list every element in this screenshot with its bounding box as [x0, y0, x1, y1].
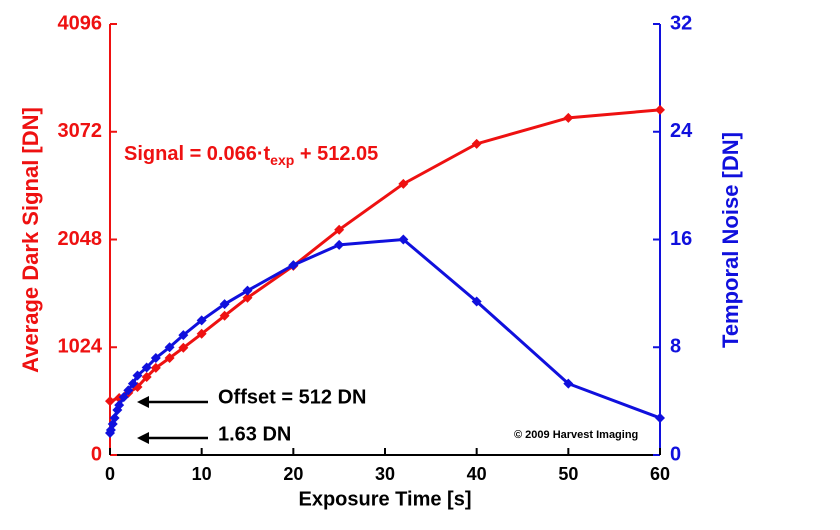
marker [127, 378, 138, 389]
x-tick-label: 60 [650, 464, 670, 484]
marker [164, 352, 175, 363]
marker [242, 292, 253, 303]
formula-part: + 512.05 [294, 143, 378, 165]
marker [471, 138, 482, 149]
y-tick-label: 0 [91, 443, 102, 465]
x-tick-label: 20 [283, 464, 303, 484]
x-tick-label: 10 [192, 464, 212, 484]
marker [178, 330, 189, 341]
marker [471, 296, 482, 307]
x-tick-label: 50 [558, 464, 578, 484]
marker [334, 239, 345, 250]
y2-tick-label: 24 [670, 120, 693, 142]
marker [563, 378, 574, 389]
marker [398, 178, 409, 189]
marker [563, 112, 574, 123]
marker [334, 224, 345, 235]
marker [288, 260, 299, 271]
y-tick-label: 2048 [58, 228, 103, 250]
offset-annotation: Offset = 512 DN [218, 386, 366, 408]
y2-tick-label: 0 [670, 443, 681, 465]
x-tick-label: 40 [467, 464, 487, 484]
marker [242, 285, 253, 296]
arrowhead [137, 432, 149, 444]
y-tick-label: 1024 [58, 336, 103, 358]
marker [141, 362, 152, 373]
marker [123, 385, 134, 396]
marker [398, 234, 409, 245]
noise-annotation: 1.63 DN [218, 423, 291, 445]
formula: Signal = 0.066·texp + 512.05 [124, 143, 378, 167]
copyright: © 2009 Harvest Imaging [514, 429, 638, 441]
formula-part: Signal = 0.066·t [124, 143, 271, 165]
arrowhead [137, 396, 149, 408]
y-tick-label: 3072 [58, 120, 103, 142]
marker [118, 392, 129, 403]
marker [150, 362, 161, 373]
y-tick-label: 4096 [58, 12, 103, 34]
marker [132, 370, 143, 381]
y2-tick-label: 8 [670, 336, 681, 358]
formula-subscript: exp [270, 152, 294, 168]
marker [114, 400, 125, 411]
marker [178, 342, 189, 353]
x-tick-label: 30 [375, 464, 395, 484]
y-axis-label: Average Dark Signal [DN] [18, 107, 43, 373]
marker [105, 396, 115, 407]
marker [196, 315, 207, 326]
series-line [108, 237, 661, 434]
marker [219, 310, 230, 321]
y2-tick-label: 32 [670, 12, 692, 34]
marker [655, 412, 665, 423]
marker [164, 342, 175, 353]
marker [655, 104, 665, 115]
marker [196, 328, 207, 339]
marker [109, 412, 120, 423]
y2-axis-label: Temporal Noise [DN] [718, 132, 743, 348]
x-axis-label: Exposure Time [s] [298, 488, 471, 510]
x-tick-label: 0 [105, 464, 115, 484]
marker [141, 372, 152, 383]
marker [150, 353, 161, 364]
y2-tick-label: 16 [670, 228, 692, 250]
marker [219, 299, 230, 310]
